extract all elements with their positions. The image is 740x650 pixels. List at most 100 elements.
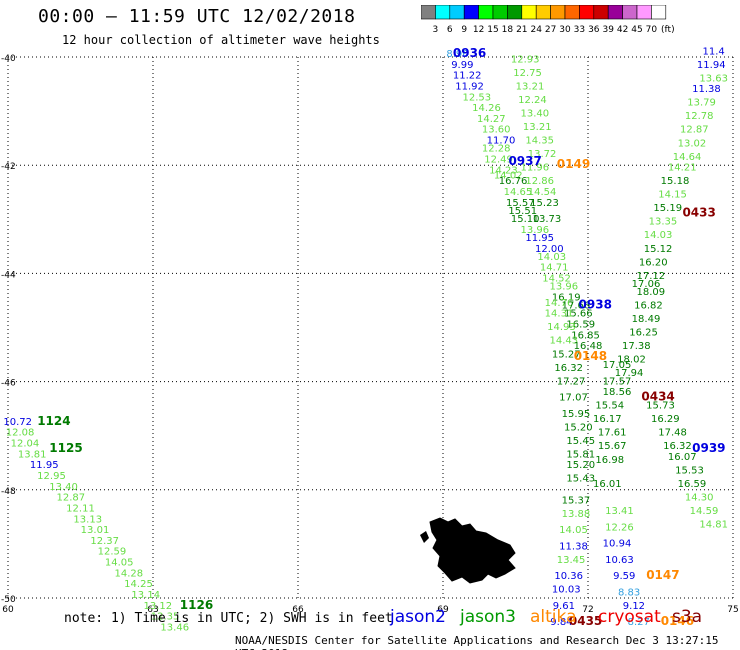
wave-height-value: 9.12 (623, 601, 645, 612)
wave-height-value: 12.00 (535, 244, 564, 255)
wave-height-value: 11.38 (692, 84, 721, 95)
wave-height-value: 12.95 (37, 471, 66, 482)
wave-height-value: 11.95 (30, 460, 59, 471)
colorbar-label: 6 (447, 25, 453, 35)
lon-tick-label: 75 (727, 605, 738, 615)
legend-note: note: 1) Time is in UTC; 2) SWH is in fe… (64, 611, 393, 626)
island-islet (420, 531, 429, 543)
wave-height-value: 15.73 (646, 401, 675, 412)
wave-height-value: 12.24 (518, 95, 547, 106)
wave-height-value: 14.52 (542, 274, 571, 285)
wave-height-value: 14.81 (699, 520, 728, 531)
map-subtitle: 12 hour collection of altimeter wave hei… (62, 33, 380, 47)
legend-jason2: jason2 (390, 607, 446, 627)
lon-tick-label: 69 (437, 605, 449, 615)
pass-time-label: 0938 (579, 298, 612, 312)
pass-time-label: 0146 (661, 614, 694, 628)
colorbar-label: 27 (545, 25, 556, 35)
wave-height-value: 14.65 (504, 187, 533, 198)
wave-height-value: 12.35 (151, 612, 180, 623)
wave-height-value: 13.02 (678, 138, 707, 149)
wave-height-value: 16.29 (651, 414, 680, 425)
wave-height-value: 12.28 (482, 144, 511, 155)
wave-height-value: 16.98 (595, 455, 624, 466)
wave-height-value: 17.61 (598, 428, 627, 439)
wave-height-value: 15.67 (598, 441, 627, 452)
pass-time-label: 0147 (646, 568, 679, 582)
wave-height-value: 17.57 (603, 376, 632, 387)
wave-height-value: 11.38 (559, 541, 588, 552)
pass-time-label: 0148 (574, 349, 607, 363)
pass-time-label: 0937 (508, 154, 541, 168)
wave-height-value: 9.59 (613, 571, 635, 582)
wave-height-value: 15.54 (595, 401, 624, 412)
wave-height-value: 15.43 (566, 474, 595, 485)
wave-height-value: 14.05 (105, 558, 134, 569)
wave-height-value: 17.94 (615, 368, 644, 379)
wave-height-value: 13.63 (699, 73, 728, 84)
wave-height-value: 15.27 (552, 349, 581, 360)
wave-height-value: 10.36 (554, 571, 583, 582)
wave-height-value: 13.60 (482, 125, 511, 136)
wave-height-value: 15.66 (564, 309, 593, 320)
wave-height-value: 17.48 (658, 428, 687, 439)
footer-credit: NOAA/NESDIS Center for Satellite Applica… (235, 634, 719, 650)
map-title: 00:00 – 11:59 UTC 12/02/2018 (38, 6, 356, 27)
wave-height-value: 15.20 (566, 460, 595, 471)
wave-height-value: 15.45 (566, 436, 595, 447)
wave-height-value: 12.59 (98, 547, 127, 558)
wave-height-value: 17.27 (557, 376, 586, 387)
wave-height-value: 16.85 (571, 330, 600, 341)
wave-height-value: 9.84 (550, 617, 572, 628)
wave-height-value: 11.4 (703, 46, 725, 57)
colorbar-label: 15 (487, 25, 498, 35)
wave-height-value: 12.87 (57, 493, 86, 504)
wave-height-value: 15.81 (566, 449, 595, 460)
lat-tick-label: -40 (1, 54, 16, 64)
wave-height-value: 18.02 (617, 355, 646, 366)
wave-height-value: 13.21 (523, 122, 552, 133)
wave-height-value: 13.79 (687, 98, 716, 109)
wave-height-value: 14.23 (489, 165, 518, 176)
legend-jason3: jason3 (460, 607, 516, 627)
wave-height-value: 16.82 (634, 301, 663, 312)
wave-height-value: 15.53 (675, 466, 704, 477)
wave-height-value: 8.83 (618, 587, 640, 598)
pass-time-label: 0434 (641, 390, 674, 404)
wave-height-value: 14.03 (537, 252, 566, 263)
wave-height-value: 14.27 (477, 114, 506, 125)
wave-height-value: 13.01 (81, 525, 110, 536)
wave-height-value: 13.14 (131, 590, 160, 601)
lat-tick-label: -46 (1, 379, 16, 389)
legend-s3a: s3a (672, 607, 703, 627)
pass-time-label: 0936 (453, 46, 486, 60)
wave-height-value: 14.15 (658, 190, 687, 201)
wave-height-value: 14.02 (494, 171, 523, 182)
wave-height-value: 10.72 (3, 417, 32, 428)
wave-height-value: 16.59 (678, 479, 707, 490)
pass-time-label: 0149 (557, 157, 590, 171)
pass-time-label: 1124 (37, 414, 70, 428)
wave-height-value: 12.11 (66, 503, 95, 514)
lon-tick-label: 66 (292, 605, 304, 615)
colorbar-swatch (651, 5, 667, 20)
wave-height-value: 13.12 (144, 601, 173, 612)
wave-height-value: 13.46 (160, 622, 189, 633)
wave-height-value: 12.93 (511, 54, 540, 65)
island-landmass (429, 517, 516, 584)
wave-height-value: 9.99 (451, 60, 473, 71)
wave-height-value: 15.10 (511, 214, 540, 225)
wave-height-value: 13.35 (649, 217, 678, 228)
wave-height-value: 13.40 (521, 109, 550, 120)
wave-height-value: 13.13 (73, 514, 102, 525)
wave-height-value: 14.21 (668, 163, 697, 174)
wave-height-value: 13.73 (533, 214, 562, 225)
wave-height-value: 10.94 (603, 539, 632, 550)
lon-tick-label: 60 (2, 605, 14, 615)
wave-height-value: 16.07 (668, 452, 697, 463)
wave-height-value: 15.23 (530, 198, 559, 209)
lat-tick-label: -50 (1, 595, 16, 605)
colorbar-label: 36 (588, 25, 600, 35)
lat-tick-label: -42 (1, 162, 16, 172)
wave-height-value: 11.22 (453, 71, 482, 82)
